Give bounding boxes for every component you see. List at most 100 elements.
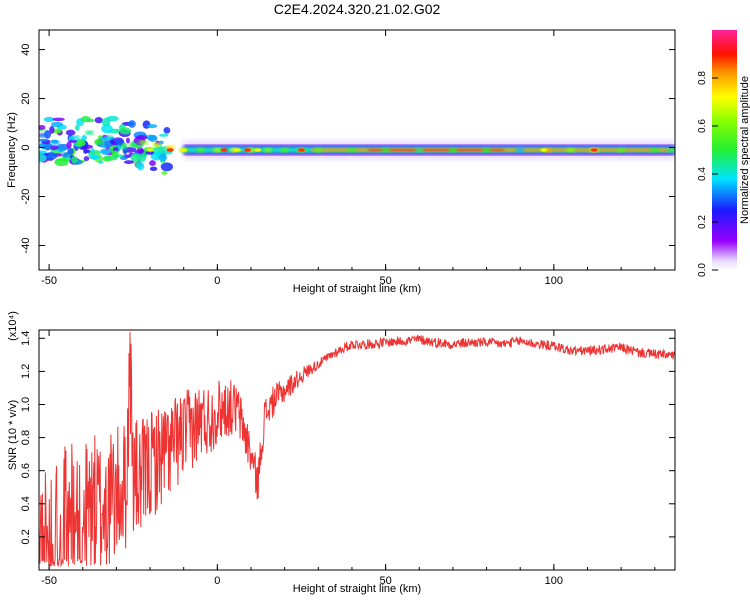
spectrogram-cell: [98, 160, 104, 164]
spectrogram-cell: [39, 124, 46, 130]
spectrogram-hotspot: [180, 148, 188, 152]
spectrogram-hotspot: [220, 148, 228, 152]
x-tick-label: 0: [214, 275, 220, 287]
spectrogram-peak: [212, 147, 222, 153]
spectrogram-cell: [83, 156, 90, 162]
spectrogram-cell: [159, 140, 164, 145]
spectrogram-peak: [381, 147, 391, 153]
colorbar-tick-label: 0.2: [697, 215, 708, 229]
x-tick-label: -50: [41, 275, 57, 287]
snr-frame: [38, 329, 676, 571]
snr-y-multiplier-label: (x10⁴): [7, 311, 19, 341]
spectrogram-cell: [136, 135, 148, 140]
spectrogram-peak: [313, 147, 323, 153]
colorbar-tick-label: 0.0: [697, 263, 708, 277]
spectrogram-peak: [448, 147, 458, 153]
spectrogram-cell: [123, 160, 135, 164]
spectrogram-cell: [50, 121, 63, 128]
snr-y-axis-label: SNR (10 * v/v): [7, 400, 19, 470]
spectrogram-cell: [68, 139, 78, 143]
spectrogram-peak: [61, 152, 71, 158]
spectrogram-hotspot: [540, 148, 548, 152]
spectrogram-cell: [160, 162, 174, 172]
colorbar: 0.0 0.2 0.4 0.6 0.8 Normalized spectral ampl…: [697, 30, 750, 277]
spectrogram-peak: [118, 145, 128, 150]
spectrogram-peak: [196, 147, 206, 153]
x-tick-label: -50: [41, 575, 57, 587]
spectrogram-cell: [39, 150, 48, 155]
y-tick-label: -40: [20, 238, 32, 254]
y-tick-label: 0.2: [20, 529, 32, 544]
spectrogram-cell: [71, 156, 79, 164]
spectrogram-cell: [94, 116, 103, 124]
spectrogram-cell: [128, 120, 136, 128]
spectrogram-hotspot: [590, 148, 598, 152]
x-tick-label: 100: [545, 275, 563, 287]
spectrogram-cell: [52, 117, 65, 122]
spectrogram-cell: [148, 134, 158, 142]
spectrogram-cell: [81, 135, 87, 141]
ridge-core-strong: [368, 149, 504, 151]
spectrogram-cell: [112, 146, 119, 152]
spectrogram-cell: [66, 141, 72, 149]
spectrogram-peak: [566, 147, 576, 153]
spectrogram-cell: [49, 125, 55, 134]
spectrogram-cell: [90, 154, 101, 160]
spectrogram-cell: [104, 155, 118, 161]
snr-axis-ticks: -50 0 50 100 0.2 0.4 0.6 0.8 1.0 1.2 1.4: [20, 330, 675, 587]
spectrogram-cell: [54, 158, 69, 167]
spectrogram-cell: [145, 150, 155, 155]
spectrogram-x-axis-label: Height of straight line (km): [293, 283, 421, 295]
y-tick-label: 0.6: [20, 463, 32, 478]
spectrogram-axis-ticks: -50 0 50 100 -40 -20 0 20 40: [20, 30, 675, 287]
spectrogram-peak: [616, 147, 626, 153]
y-tick-label: 40: [20, 43, 32, 55]
spectrogram-hotspot: [146, 148, 154, 152]
spectrogram-peak: [263, 147, 273, 153]
spectrogram-cell: [163, 126, 171, 134]
colorbar-tick-label: 0.4: [697, 167, 708, 181]
y-tick-label: 1.0: [20, 397, 32, 412]
spectrogram-peak: [51, 140, 61, 145]
chart-title: C2E4.2024.320.21.02.G02: [274, 1, 441, 17]
spectrogram-cell: [90, 148, 95, 153]
spectrogram-peak: [347, 147, 357, 153]
spectrogram-cell: [146, 124, 158, 129]
spectrogram-peak: [482, 147, 492, 153]
spectrogram-cell: [39, 138, 48, 142]
spectrogram-peak: [138, 140, 148, 145]
spectrogram-peak: [650, 147, 660, 153]
spectrogram-cell: [65, 129, 76, 136]
spectrogram-hotspot: [297, 148, 305, 152]
colorbar-tick-label: 0.8: [697, 71, 708, 85]
y-tick-label: 0.8: [20, 430, 32, 445]
spectrogram-hotspot: [166, 148, 174, 152]
spectrogram-panel: -50 0 50 100 -40 -20 0 20 40 Height of straight …: [6, 29, 676, 295]
y-tick-label: 1.4: [20, 331, 32, 346]
spectrogram-peak: [128, 142, 138, 148]
x-tick-label: 50: [379, 275, 391, 287]
snr-series-line: [39, 331, 675, 568]
spectrogram-cell: [158, 133, 169, 137]
spectrogram-y-axis-label: Frequency (Hz): [6, 112, 18, 188]
y-tick-label: 0.4: [20, 496, 32, 511]
spectrogram-hotspot: [254, 148, 262, 152]
x-tick-label: 50: [379, 575, 391, 587]
snr-line-series: [39, 331, 675, 568]
colorbar-ticks: 0.0 0.2 0.4 0.6 0.8: [697, 71, 718, 277]
spectrogram-cell: [161, 171, 168, 175]
y-tick-label: -20: [20, 189, 32, 205]
spectrogram-cell: [43, 116, 55, 123]
spectrogram-cell: [136, 162, 145, 171]
spectrogram-cell: [57, 148, 66, 152]
spectrogram-cell: [130, 153, 142, 163]
spectrogram-cell: [39, 153, 47, 163]
spectrogram-peak: [71, 135, 81, 140]
spectrogram-cell: [50, 145, 59, 151]
spectrogram-cell: [149, 166, 158, 172]
spectrogram-peak: [105, 135, 115, 140]
y-tick-label: 0: [20, 144, 32, 150]
spectrogram-peak: [414, 147, 424, 153]
spectrogram-cell: [149, 160, 156, 167]
y-tick-label: 1.2: [20, 364, 32, 379]
